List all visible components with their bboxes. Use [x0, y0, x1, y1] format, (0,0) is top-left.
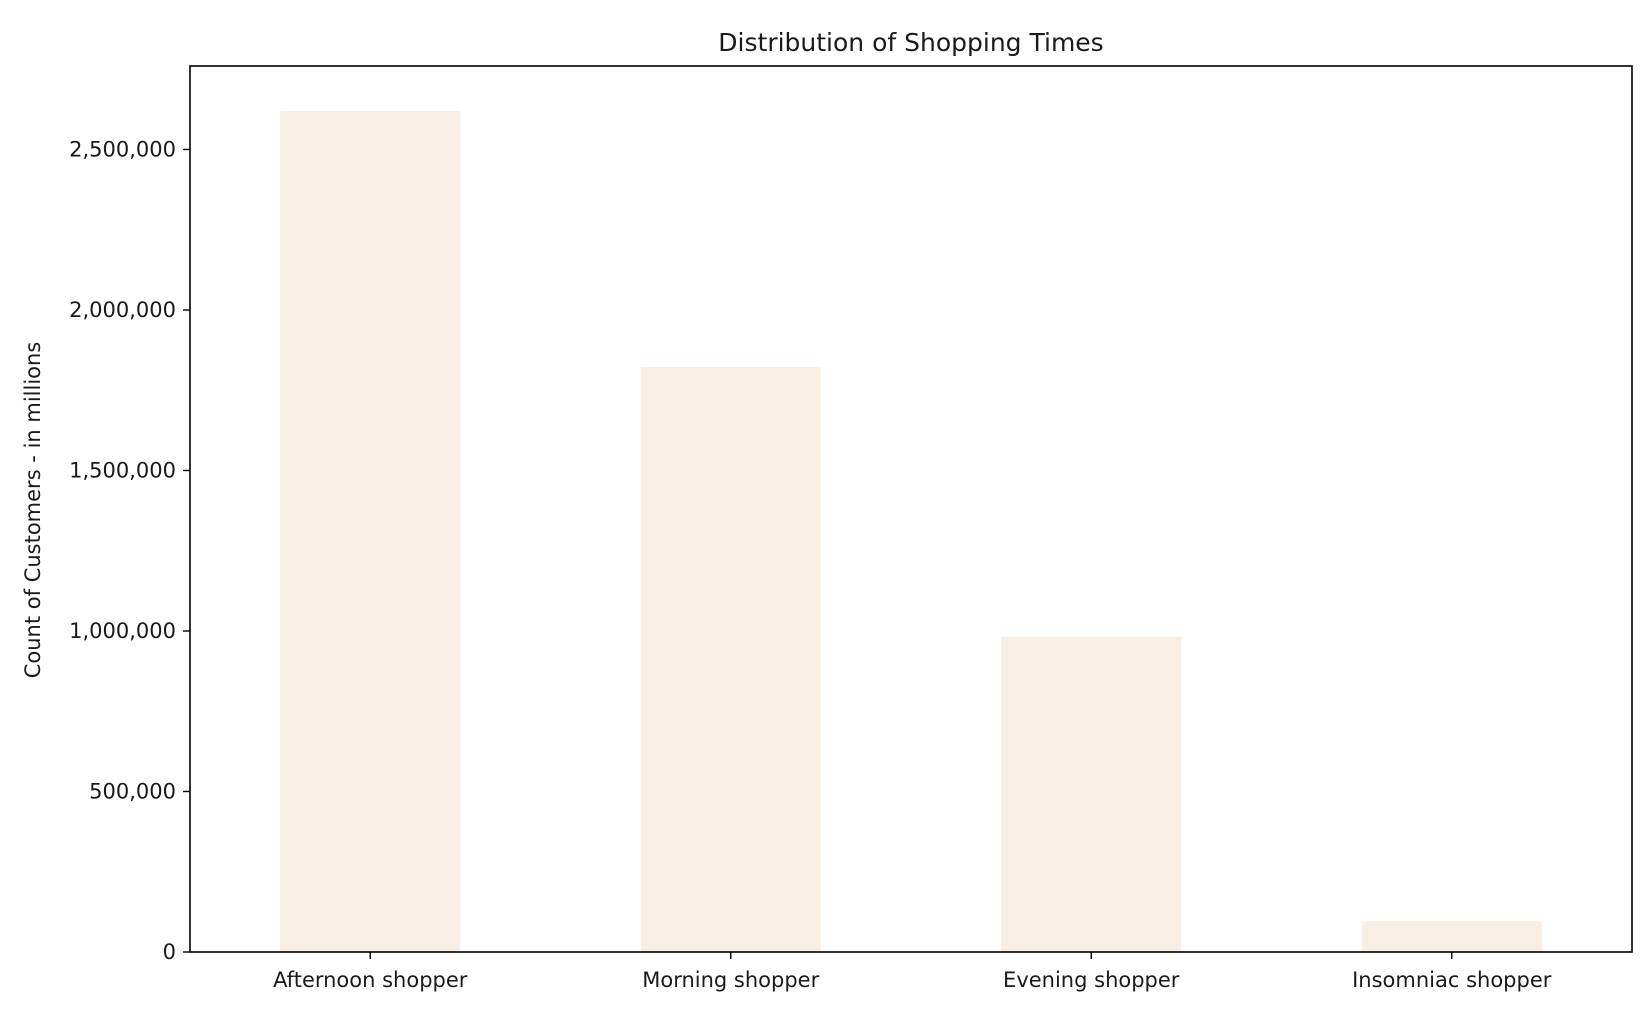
y-tick-label: 500,000	[89, 779, 176, 803]
x-axis-ticks: Afternoon shopper Morning shopper Evening …	[273, 952, 1552, 992]
bar-evening-shopper	[1001, 636, 1182, 952]
y-tick-label: 1,000,000	[69, 619, 176, 643]
x-tick-label: Insomniac shopper	[1352, 968, 1552, 992]
plot-area-frame	[189, 65, 1633, 953]
y-tick-label: 2,500,000	[69, 137, 176, 161]
x-tick-label: Afternoon shopper	[273, 968, 468, 992]
x-tick-label: Evening shopper	[1003, 968, 1180, 992]
y-axis-label: Count of Customers - in millions	[21, 342, 45, 679]
bars	[280, 110, 1542, 953]
y-tick-label: 0	[163, 940, 176, 964]
bar-morning-shopper	[640, 366, 821, 952]
y-tick-label: 1,500,000	[69, 458, 176, 482]
x-tick-label: Morning shopper	[642, 968, 819, 992]
bar-insomniac-shopper	[1361, 921, 1542, 952]
bar-afternoon-shopper	[280, 110, 461, 953]
chart-title: Distribution of Shopping Times	[718, 28, 1103, 57]
y-axis-ticks: 0 500,000 1,000,000 1,500,000 2,000,000 2,500…	[69, 137, 190, 964]
y-tick-label: 2,000,000	[69, 298, 176, 322]
